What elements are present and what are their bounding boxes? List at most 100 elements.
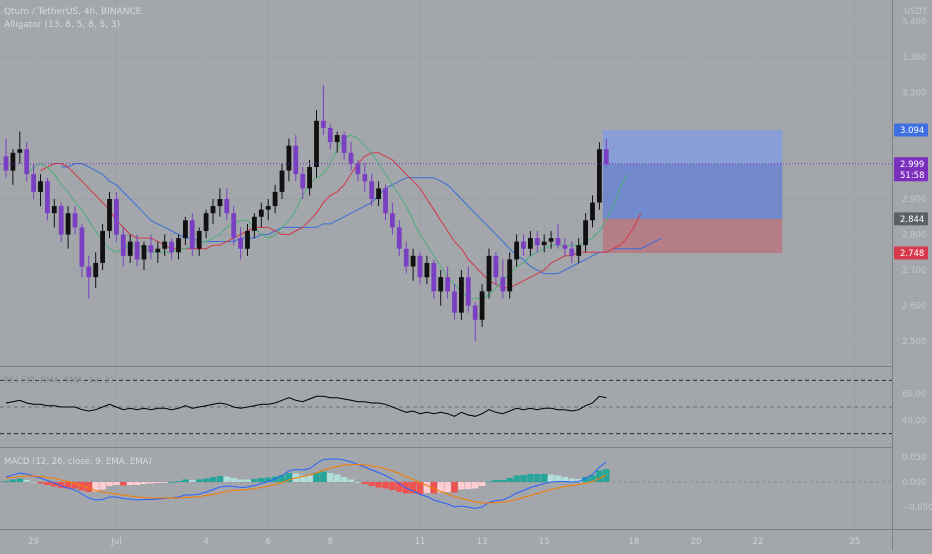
candle [127,234,133,263]
macd-histogram-bar [568,478,575,482]
macd-histogram-bar [223,476,230,482]
macd-histogram-bar [196,479,203,482]
candle [521,234,526,256]
time-tick-label: Jul [110,537,121,547]
macd-histogram-bar [71,482,79,489]
macd-histogram-bar [423,482,431,493]
macd-histogram-bar [2,481,10,482]
macd-histogram-bar [389,482,396,490]
macd-histogram-bar [168,482,175,483]
macd-histogram-bar [320,471,327,482]
candle [300,167,306,199]
macd-histogram-bar [285,473,293,482]
time-tick-label: 15 [539,537,550,547]
macd-histogram-bar [458,482,465,490]
candle-body [486,255,492,292]
alligator-legend[interactable]: Alligator (13, 8, 5, 8, 5, 3) [4,20,120,30]
time-tick-label: 11 [415,537,426,547]
candle-body [479,291,485,320]
time-tick-label: 22 [753,537,764,547]
candle-body [258,209,264,217]
candle-body [590,202,595,221]
candle-body [597,149,602,203]
macd-histogram-bar [554,475,562,482]
candle-body [65,213,71,235]
macd-histogram-bar [596,470,603,482]
candle-body [79,227,85,267]
macd-histogram-bar [451,482,458,493]
price-badge-countdown: 51:58 [900,171,925,181]
candle-body [51,206,57,214]
price-tick-label: 2.600 [902,302,926,312]
candle [438,270,444,306]
candle [65,206,71,249]
candle [500,259,506,299]
macd-histogram-bar [547,474,555,482]
candle [493,252,499,285]
candle-body [134,241,140,260]
candle [286,138,292,182]
macd-legend[interactable]: MACD (12, 26, close, 9, EMA, EMA) [4,457,152,467]
candle [603,138,609,168]
time-tick-label: 8 [328,537,333,547]
candle-body [493,255,499,278]
macd-histogram-bar [520,475,527,482]
candle-body [417,255,423,278]
macd-histogram-bar [299,475,306,482]
rsi-legend[interactable]: RSI (30, RMA, SMA, 14, 2) [4,376,113,386]
macd-histogram-bar [472,482,479,489]
candle [528,230,533,256]
candle [189,213,195,256]
candle-body [396,227,402,249]
macd-histogram-bar [127,482,134,485]
candle-body [514,241,519,260]
candle-body [438,277,444,292]
candle [472,302,478,342]
candle [238,227,243,260]
candle [86,255,92,299]
symbol-title[interactable]: Qtum / TetherUS, 4h, BINANCE [4,7,142,17]
macd-pane: 0.050 0.000 −0.050 [0,453,932,513]
candle-body [583,220,588,246]
candle [307,159,312,196]
price-tick-label: 3.300 [902,53,926,63]
alligator-lines [26,134,662,299]
macd-histogram-bar [527,474,534,482]
candle [107,191,112,239]
candle [403,241,409,274]
candle-body [155,248,161,253]
time-axis[interactable]: 29 Jul 4 6 8 11 13 15 18 20 22 25 [28,537,860,547]
candle-body [300,174,306,189]
candle-body [189,220,195,249]
candle-body [120,234,126,256]
candle-body [472,305,478,320]
macd-histogram-bar [430,482,437,494]
long-position-tool[interactable] [602,130,783,254]
macd-histogram-bar [561,477,569,482]
candle [79,223,85,278]
candle [314,110,319,178]
price-tick-label: 2.800 [902,231,926,241]
candle [100,223,105,271]
candle [258,202,264,228]
candle [134,234,140,267]
candle-body [293,145,299,175]
candle-body [217,198,223,207]
candle-body [362,174,368,182]
candle-body [72,213,78,228]
macd-histogram-bar [368,482,375,486]
candle [597,142,602,210]
price-badge-value: 2.999 [900,160,924,170]
price-tick-label: 2.700 [902,266,926,276]
time-tick-label: 6 [265,537,270,547]
candle [562,238,568,256]
macd-histogram-bar [251,479,258,482]
price-tick-label: 2.500 [902,337,926,347]
candle [376,181,381,207]
candle [10,149,16,185]
price-axis[interactable]: USDT 3.400 3.300 3.200 2.900 2.800 2.700 2.600… [902,7,928,347]
macd-histogram-bar [237,479,244,482]
